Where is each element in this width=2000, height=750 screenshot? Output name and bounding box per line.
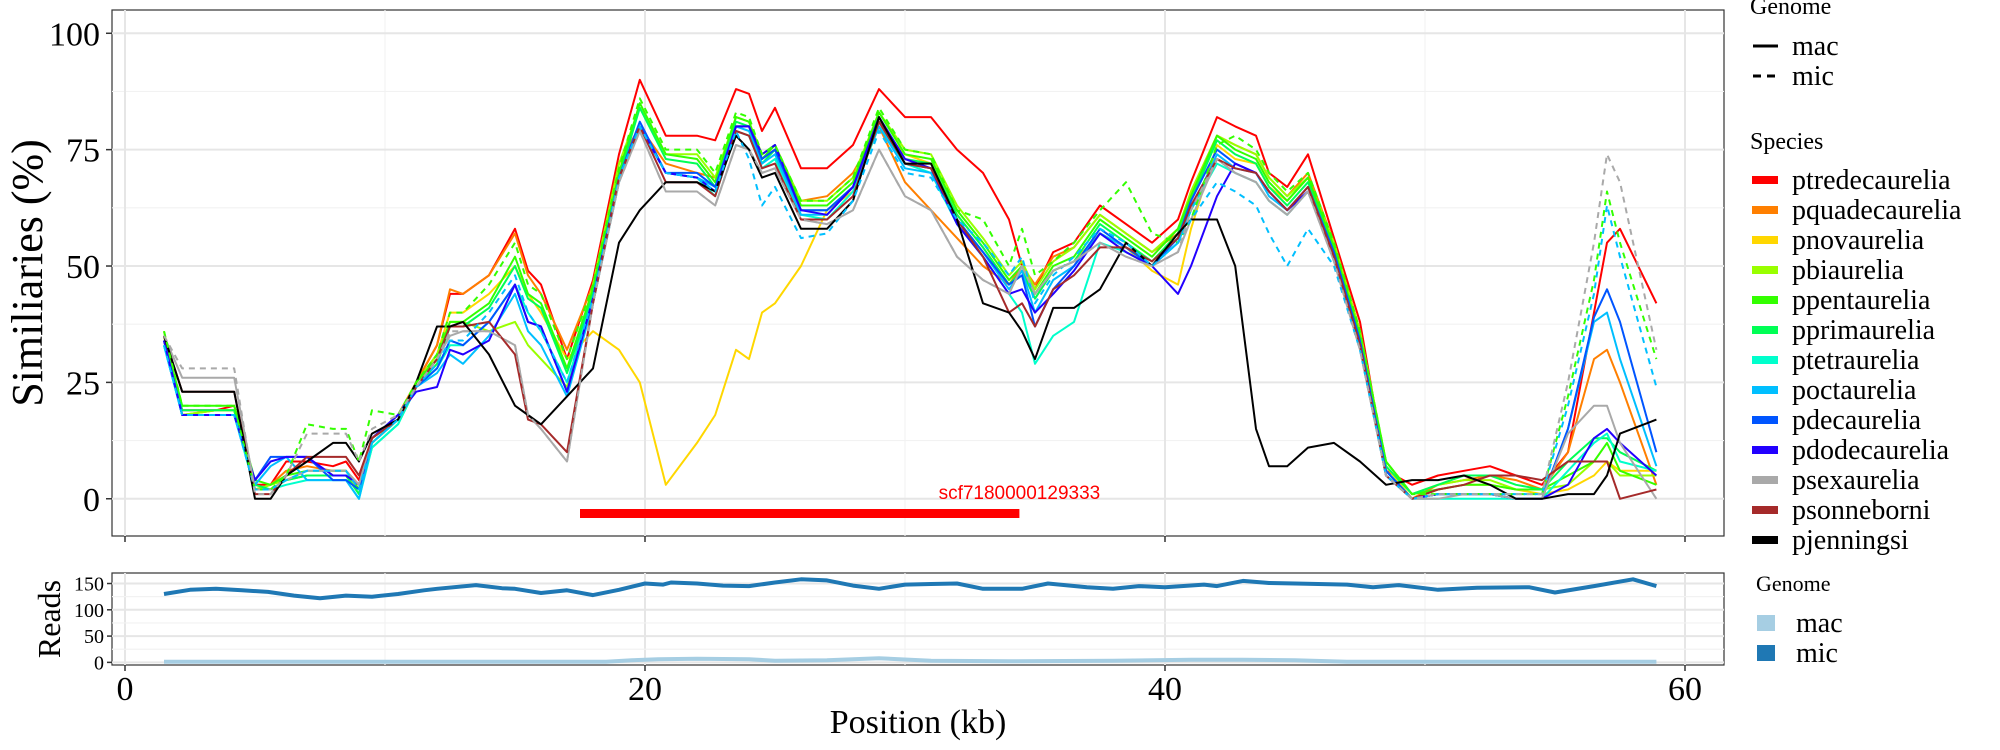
legend-label-pdecaurelia: pdecaurelia xyxy=(1792,405,1922,436)
reads-y-tick-label: 50 xyxy=(84,626,104,648)
reads-y-tick-label: 100 xyxy=(74,600,104,622)
reads-y-tick-label: 0 xyxy=(94,652,104,674)
x-tick-label: 20 xyxy=(628,671,662,708)
legend-swatch-pnovaurelia xyxy=(1752,236,1778,244)
legend-label-psexaurelia: psexaurelia xyxy=(1792,465,1920,496)
legend-label-ppentaurelia: ppentaurelia xyxy=(1792,285,1931,316)
legend-label-pnovaurelia: pnovaurelia xyxy=(1792,225,1925,256)
legend-swatch-ppentaurelia xyxy=(1752,296,1778,304)
reads-line-mac xyxy=(164,656,1657,664)
legend-label-reads-mic: mic xyxy=(1796,638,1838,669)
legend-swatch-pdodecaurelia xyxy=(1752,446,1778,454)
reads-lines xyxy=(163,577,1657,664)
similarity-panel: scf7180000129333 xyxy=(111,9,1725,537)
legend-label-ptetraurelia: ptetraurelia xyxy=(1792,345,1920,376)
x-tick-label: 60 xyxy=(1668,671,1702,708)
similarity-y-ticks: 0 25 50 75 100 xyxy=(49,16,112,519)
legend-swatch-psonneborni xyxy=(1752,506,1778,514)
y-tick-label: 75 xyxy=(66,133,100,170)
legend-swatch-ptetraurelia xyxy=(1752,356,1778,364)
legend-species-title: Species xyxy=(1750,129,1823,155)
legend-swatch-ptredecaurelia xyxy=(1752,176,1778,184)
series-line-poctaurelia-mic xyxy=(163,125,1658,500)
similarity-y-axis-title: Similiaries (%) xyxy=(3,139,52,407)
series-line-psexaurelia-mic xyxy=(163,130,1658,500)
legend-label-poctaurelia: poctaurelia xyxy=(1792,375,1917,406)
y-tick-label: 100 xyxy=(49,16,100,53)
similarity-grid xyxy=(112,10,1724,536)
reads-y-axis-title: Reads xyxy=(31,580,67,658)
legend-label-reads-mac: mac xyxy=(1796,608,1843,639)
x-axis-title: Position (kb) xyxy=(830,704,1007,741)
legend-label-ptredecaurelia: ptredecaurelia xyxy=(1792,165,1951,196)
legend-label-mic: mic xyxy=(1792,61,1834,92)
y-tick-label: 50 xyxy=(66,249,100,286)
y-tick-label: 0 xyxy=(83,482,100,519)
legend-swatch-reads-mic xyxy=(1757,645,1775,661)
legend-swatch-reads-mac xyxy=(1757,615,1775,631)
scaffold-annotation-bar xyxy=(580,509,1020,518)
x-tick-label: 0 xyxy=(117,671,134,708)
x-tick-label: 40 xyxy=(1148,671,1182,708)
legend-reads-genome-title: Genome xyxy=(1756,571,1831,596)
y-tick-label: 25 xyxy=(66,365,100,402)
reads-panel xyxy=(111,572,1725,666)
scaffold-annotation-label: scf7180000129333 xyxy=(939,483,1101,504)
legend-label-pquadecaurelia: pquadecaurelia xyxy=(1792,195,1962,226)
legend-swatch-pprimaurelia xyxy=(1752,326,1778,334)
legend-label-pbiaurelia: pbiaurelia xyxy=(1792,255,1905,286)
x-ticks: 0 20 40 60 xyxy=(117,536,1702,708)
legend-label-pdodecaurelia: pdodecaurelia xyxy=(1792,435,1950,466)
legend-swatch-poctaurelia xyxy=(1752,386,1778,394)
series-line-pjenningsi-mac xyxy=(163,116,1657,500)
legend-swatch-pbiaurelia xyxy=(1752,266,1778,274)
series-line-ppentaurelia-mic xyxy=(163,97,1658,496)
reads-y-tick-label: 150 xyxy=(74,574,104,596)
legend-swatch-pjenningsi xyxy=(1752,536,1778,544)
legend-label-psonneborni: psonneborni xyxy=(1792,495,1931,526)
similarity-panel-border xyxy=(111,9,1725,537)
legend-genome-title: Genome xyxy=(1750,0,1831,20)
legend-label-pjenningsi: pjenningsi xyxy=(1792,525,1909,556)
legend-swatch-psexaurelia xyxy=(1752,476,1778,484)
legend-label-pprimaurelia: pprimaurelia xyxy=(1792,315,1936,346)
reads-line-mic xyxy=(163,577,1657,601)
reads-y-ticks: 0 50 100 150 xyxy=(74,574,112,674)
legend-label-mac: mac xyxy=(1792,31,1839,62)
legend-swatch-pquadecaurelia xyxy=(1752,206,1778,214)
legend-swatch-pdecaurelia xyxy=(1752,416,1778,424)
similarity-lines xyxy=(163,78,1658,500)
